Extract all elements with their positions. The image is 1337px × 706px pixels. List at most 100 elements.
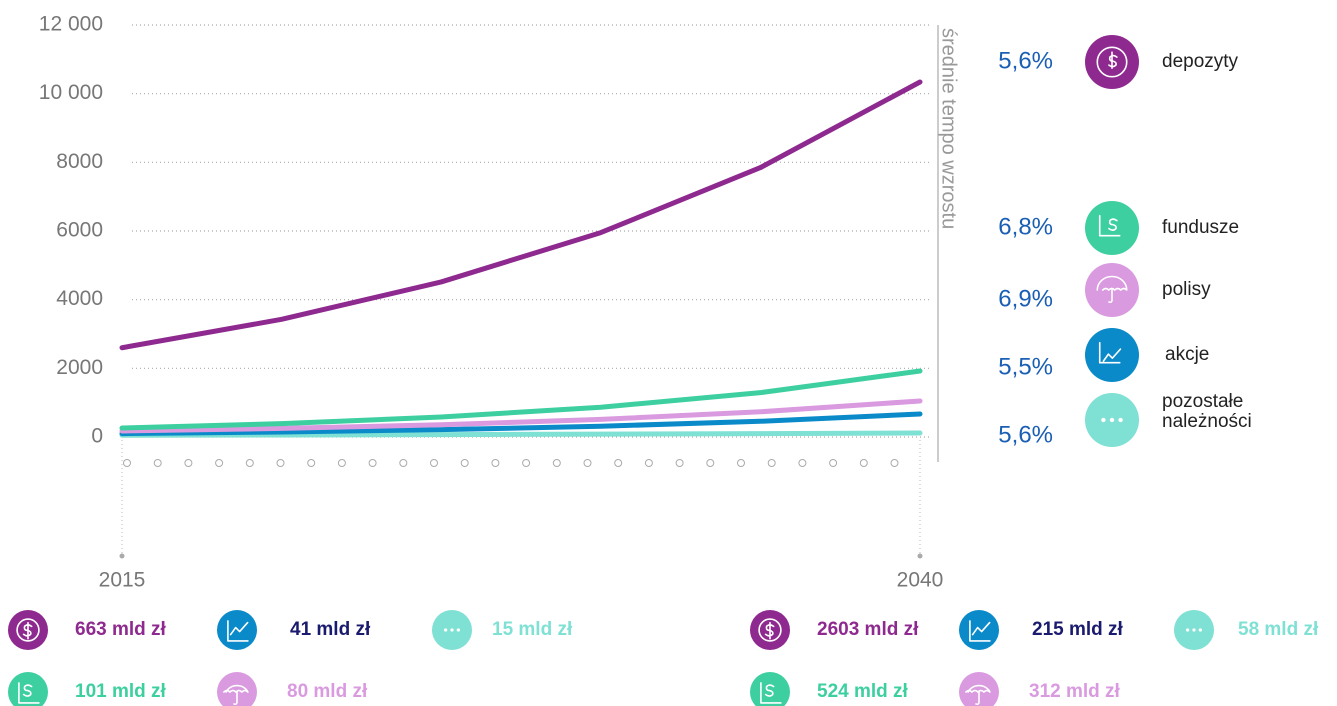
year-dot	[123, 459, 131, 467]
year-dot	[307, 459, 316, 467]
icon-glyph	[22, 684, 33, 697]
legend-label: depozyty	[1162, 51, 1239, 72]
year-dot	[337, 459, 346, 467]
y-tick-label: 0	[91, 425, 103, 448]
icon	[217, 610, 257, 650]
icon-glyph	[1098, 214, 1121, 237]
series-line	[119, 368, 923, 431]
series-line	[119, 430, 923, 438]
icon	[1085, 201, 1139, 255]
icon	[750, 672, 790, 706]
value-label: 312 mld zł	[1029, 681, 1121, 702]
y-tick-label: 6000	[56, 219, 103, 242]
y-tick-label: 2000	[56, 356, 103, 379]
y-tick-label: 12 000	[39, 13, 103, 36]
icon-glyph	[1118, 417, 1123, 423]
icon-circle	[750, 672, 790, 706]
icon-glyph	[764, 684, 775, 697]
year-dot	[491, 459, 500, 467]
icon-glyph	[18, 682, 40, 704]
value-label: 663 mld zł	[75, 619, 167, 640]
icon	[959, 610, 999, 650]
year-dot	[644, 459, 653, 467]
value-label: 215 mld zł	[1032, 619, 1124, 640]
icon	[1085, 393, 1139, 447]
year-dot	[430, 459, 438, 467]
year-dot	[460, 459, 469, 467]
year-dot	[583, 459, 592, 467]
year-dot	[522, 459, 531, 467]
icon-glyph	[223, 684, 249, 706]
value-label: 41 mld zł	[290, 619, 371, 640]
icon	[1174, 610, 1214, 650]
year-dot	[614, 459, 623, 467]
icon	[959, 672, 999, 706]
value-label: 101 mld zł	[75, 681, 167, 702]
x-tick-dot	[917, 553, 923, 559]
year-dot	[767, 459, 776, 467]
year-dot	[153, 459, 162, 467]
x-tick-label: 2040	[897, 569, 944, 592]
rate-label: 5,6%	[998, 47, 1053, 74]
icon	[1085, 263, 1139, 317]
rate-label: 6,8%	[998, 213, 1053, 240]
icon	[750, 610, 790, 650]
icon-glyph	[1101, 417, 1106, 423]
icon-circle	[217, 672, 257, 706]
year-dot	[184, 459, 193, 467]
icon-glyph	[1098, 341, 1122, 364]
rate-axis-label: średnie tempo wzrostu	[938, 28, 960, 229]
year-dot	[245, 459, 254, 467]
icon	[8, 672, 48, 706]
year-dot	[215, 459, 224, 467]
icon-glyph	[965, 684, 991, 706]
y-tick-label: 10 000	[39, 81, 103, 104]
legend-label: polisy	[1162, 279, 1211, 300]
icon-circle	[1085, 328, 1139, 382]
value-label: 2603 mld zł	[817, 619, 919, 640]
icon-glyph	[1198, 628, 1202, 632]
y-tick-label: 4000	[56, 287, 103, 310]
value-label: 80 mld zł	[287, 681, 368, 702]
icon-glyph	[758, 618, 782, 642]
year-dot	[706, 459, 715, 467]
icon	[1085, 328, 1139, 382]
legend-label: pozostałe należności	[1162, 391, 1252, 432]
y-tick-label: 8000	[56, 150, 103, 173]
icon-glyph	[444, 628, 448, 632]
year-dot	[829, 459, 838, 467]
year-dot	[737, 459, 745, 467]
icon	[432, 610, 472, 650]
legend-label: fundusze	[1162, 217, 1240, 238]
icon-circle	[8, 672, 48, 706]
series-line	[119, 398, 923, 434]
icon-glyph	[227, 620, 249, 642]
icon-glyph	[1108, 218, 1118, 231]
icon-glyph	[1096, 275, 1128, 304]
year-dot	[552, 459, 561, 467]
icon-glyph	[760, 682, 782, 704]
icon-glyph	[16, 618, 40, 642]
icon-circle	[1085, 201, 1139, 255]
x-tick-dot	[119, 553, 125, 559]
year-dot	[859, 459, 868, 467]
icon-glyph	[450, 628, 454, 632]
rate-label: 6,9%	[998, 285, 1053, 312]
icon-glyph	[456, 628, 461, 632]
year-dot	[890, 459, 899, 467]
legend-label: akcje	[1165, 344, 1210, 365]
year-dot	[675, 459, 684, 467]
icon-glyph	[764, 621, 775, 640]
icon-glyph	[1108, 51, 1118, 69]
icon-glyph	[1109, 417, 1115, 423]
value-label: 524 mld zł	[817, 681, 909, 702]
icon-glyph	[1096, 46, 1128, 78]
series-line	[119, 79, 923, 351]
icon	[1085, 35, 1139, 89]
icon-glyph	[1192, 628, 1196, 632]
value-label: 58 mld zł	[1238, 619, 1319, 640]
icon	[217, 672, 257, 706]
value-label: 15 mld zł	[492, 619, 573, 640]
